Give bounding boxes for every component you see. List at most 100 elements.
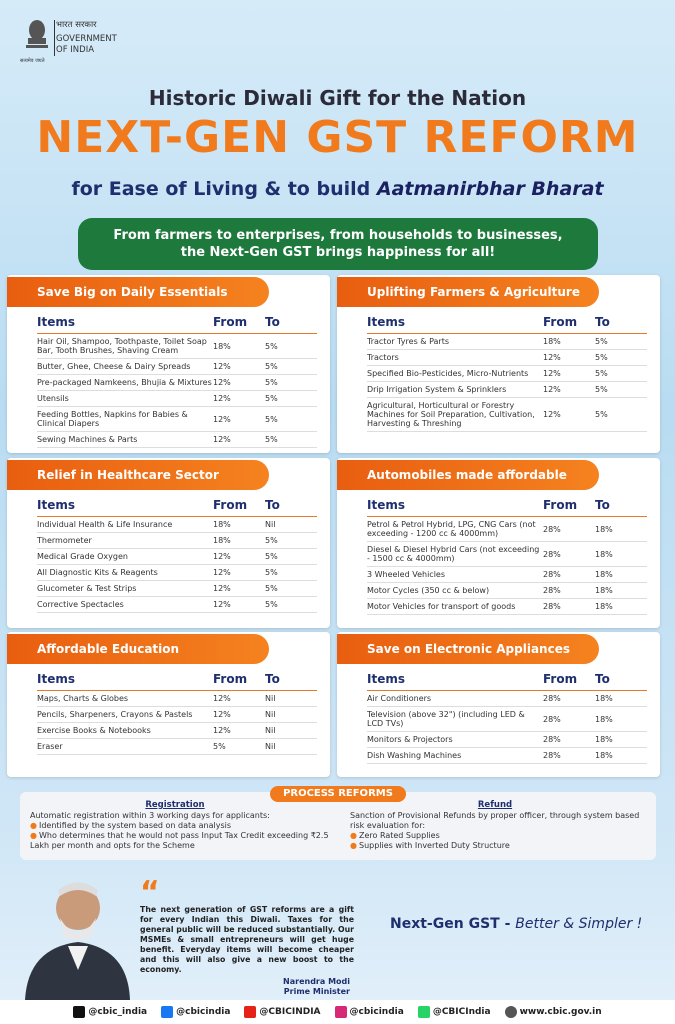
category-panel: Save on Electronic Appliances Items From To… (337, 632, 660, 777)
rate: 12% (543, 381, 595, 398)
rate: 28% (543, 582, 595, 599)
rate-row: Petrol & Petrol Hybrid, LPG, CNG Cars (n… (367, 516, 647, 542)
quote: The next generation of GST reforms are a… (140, 905, 354, 974)
rate: 18% (595, 747, 647, 764)
rate: 28% (543, 541, 595, 567)
rate-row: Tractors 12% 5% (367, 349, 647, 366)
rate: 12% (213, 722, 265, 739)
handle-text: @CBICINDIA (259, 1007, 321, 1017)
item: 3 Wheeled Vehicles (367, 566, 543, 583)
category-panel: Uplifting Farmers & Agriculture Items From… (337, 275, 660, 453)
portrait (25, 882, 130, 1000)
column-header: Items (37, 672, 213, 691)
intro: Sanction of Provisional Refunds by prope… (350, 811, 640, 830)
rate: 18% (595, 541, 647, 567)
column-header: To (595, 498, 647, 517)
item: Tractors (367, 349, 543, 366)
emblem-motto: सत्यमेव जयते (20, 58, 45, 64)
bullet: Supplies with Inverted Duty Structure (350, 841, 640, 851)
panel-title: Save Big on Daily Essentials (7, 277, 269, 307)
social-handle: @cbicindia (334, 1006, 404, 1018)
emblem-line: OF INDIA (56, 45, 95, 55)
rate-row: Pre-packaged Namkeens, Bhujia & Mixtures… (37, 374, 317, 391)
item: Exercise Books & Notebooks (37, 722, 213, 739)
rate: 28% (543, 690, 595, 707)
subtitle: for Ease of Living & to build Aatmanirbh… (0, 178, 675, 200)
rate-row: Television (above 32") (including LED & … (367, 706, 647, 732)
rate: 28% (543, 731, 595, 748)
column-header: From (543, 315, 595, 334)
rate-row: Air Conditioners 28% 18% (367, 690, 647, 707)
category-panel: Save Big on Daily Essentials Items From To H… (7, 275, 330, 453)
item: Glucometer & Test Strips (37, 580, 213, 597)
item: Air Conditioners (367, 690, 543, 707)
header-row: Items From To (37, 498, 317, 517)
rate: 18% (595, 598, 647, 615)
panel-title: Automobiles made affordable (337, 460, 599, 490)
item: Butter, Ghee, Cheese & Dairy Spreads (37, 358, 213, 375)
column-header: Items (367, 498, 543, 517)
rate: 18% (595, 690, 647, 707)
handle-text: @cbic_india (88, 1007, 148, 1017)
intro: Automatic registration within 3 working … (30, 811, 270, 820)
rate-row: Motor Vehicles for transport of goods 28%… (367, 598, 647, 615)
rate: 28% (543, 516, 595, 542)
rate-row: Glucometer & Test Strips 12% 5% (37, 580, 317, 597)
column-header: To (595, 315, 647, 334)
tagline-main: Next-Gen GST - (390, 916, 511, 932)
rate: 18% (595, 731, 647, 748)
main-title: NEXT-GEN GST REFORM (36, 112, 639, 163)
rate: Nil (265, 722, 317, 739)
quote-role: Prime Minister (283, 987, 350, 996)
kicker: Historic Diwali Gift for the Nation (148, 86, 527, 110)
header-row: Items From To (37, 315, 317, 334)
rate: 12% (213, 564, 265, 581)
rate: 12% (543, 397, 595, 432)
social-icon (417, 1006, 430, 1018)
item: Monitors & Projectors (367, 731, 543, 748)
rate: 12% (213, 580, 265, 597)
refund-body: Sanction of Provisional Refunds by prope… (350, 811, 640, 851)
column-header: From (213, 315, 265, 334)
header-row: Items From To (367, 672, 647, 691)
panel-title: Affordable Education (7, 634, 269, 664)
rate: 5% (265, 390, 317, 407)
banner: From farmers to enterprises, from househ… (78, 218, 598, 270)
item: Dish Washing Machines (367, 747, 543, 764)
header-row: Items From To (367, 315, 647, 334)
rate-table: Items From To Air Conditioners 28% 18% Televis… (367, 672, 647, 764)
rate: 5% (265, 333, 317, 359)
quote-mark: “ (140, 880, 160, 902)
column-header: From (543, 498, 595, 517)
rate: 18% (213, 516, 265, 533)
rate: 5% (265, 358, 317, 375)
column-header: Items (37, 498, 213, 517)
tagline: Next-Gen GST - Better & Simpler ! (390, 916, 642, 932)
rate-row: Eraser 5% Nil (37, 738, 317, 755)
rate-row: Specified Bio-Pesticides, Micro-Nutrient… (367, 365, 647, 382)
rate: 5% (265, 406, 317, 432)
item: Thermometer (37, 532, 213, 549)
item: Drip Irrigation System & Sprinklers (367, 381, 543, 398)
social-icon (73, 1006, 86, 1018)
rate-row: Hair Oil, Shampoo, Toothpaste, Toilet So… (37, 333, 317, 359)
social-handle: @CBICIndia (417, 1006, 491, 1018)
rate: 18% (595, 582, 647, 599)
attribution: Narendra Modi Prime Minister (200, 977, 350, 997)
registration-body: Automatic registration within 3 working … (30, 811, 330, 851)
social-icon (334, 1006, 347, 1018)
rate: 5% (265, 548, 317, 565)
process-reforms: Registration Automatic registration with… (20, 792, 656, 860)
rate: 12% (213, 548, 265, 565)
item: Motor Cycles (350 cc & below) (367, 582, 543, 599)
panel-title: Uplifting Farmers & Agriculture (337, 277, 599, 307)
rate-row: Agricultural, Horticultural or Forestry … (367, 397, 647, 432)
handle-text: @cbicindia (176, 1007, 231, 1017)
rate: 5% (265, 596, 317, 613)
rate-row: Drip Irrigation System & Sprinklers 12% 5% (367, 381, 647, 398)
social-icon (244, 1006, 257, 1018)
rate: 5% (595, 365, 647, 382)
rate-row: Motor Cycles (350 cc & below) 28% 18% (367, 582, 647, 599)
item: Maps, Charts & Globes (37, 690, 213, 707)
